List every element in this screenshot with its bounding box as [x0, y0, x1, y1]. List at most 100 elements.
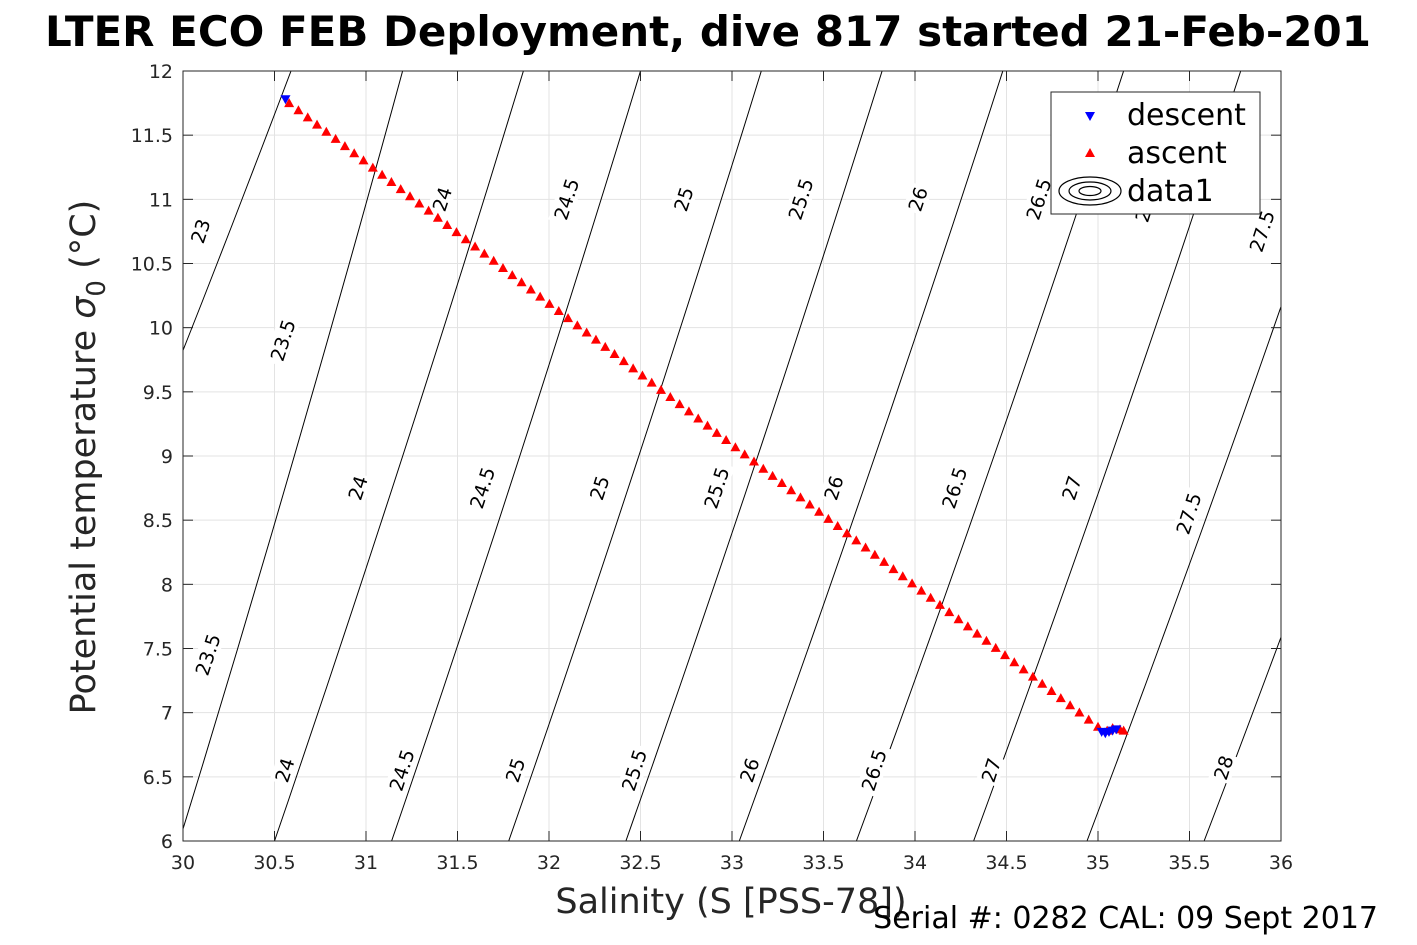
x-tick-label: 35 [1086, 852, 1110, 874]
contour-label: 26 [902, 182, 933, 216]
contour-label-bg [936, 460, 973, 515]
ascent-point [674, 399, 685, 409]
contour-label-bg [383, 742, 420, 798]
x-axis-title: Salinity (S [PSS-78]) [555, 882, 906, 922]
ascent-point [460, 234, 471, 244]
contour-label-bg [1170, 486, 1207, 541]
x-tick-label: 34 [903, 852, 927, 874]
ascent-point [721, 435, 732, 445]
ascent-point [600, 341, 611, 351]
contour-label-text: 24.5 [466, 465, 500, 512]
ascent-point [544, 298, 555, 308]
ascent-point [442, 219, 453, 229]
contour-label: 23.5 [264, 313, 301, 368]
x-tick-label: 32.5 [619, 852, 661, 874]
ascent-point [572, 320, 583, 330]
ascent-point [1037, 678, 1048, 688]
ascent-point [358, 155, 369, 165]
ascent-point [665, 392, 676, 402]
ascent-point [553, 305, 564, 315]
x-tick-label: 35.5 [1168, 852, 1210, 874]
ascent-point [302, 112, 313, 122]
contour-label-bg [1056, 471, 1087, 505]
contour-label: 27 [976, 753, 1006, 787]
ascent-point [581, 327, 592, 337]
ascent-point [386, 176, 397, 186]
descent-point [280, 95, 291, 105]
contour-label-text: 26.5 [938, 465, 972, 512]
contour-label-bg [782, 171, 819, 227]
ascent-point [1065, 700, 1076, 710]
contour-label-text: 25.5 [700, 465, 734, 512]
ascent-point [879, 556, 890, 566]
y-tick-label: 9.5 [143, 382, 173, 404]
contour-label: 25 [500, 753, 530, 787]
ascent-point [637, 370, 648, 380]
ascent-point [758, 463, 769, 473]
contour-label-bg [818, 471, 849, 505]
ascent-point [405, 191, 416, 201]
ascent-point [814, 506, 825, 516]
x-tick-label: 31 [354, 852, 378, 874]
ascent-point [432, 212, 443, 222]
ascent-point [1009, 657, 1020, 667]
y-axis-title-subscript: 0 [82, 280, 112, 297]
y-axis-title-symbol: σ [64, 295, 104, 319]
tick-labels: 30 30.5 31 31.5 32 32.5 33 33.5 34 34.5 35 35.5 36 6 6… [131, 61, 1293, 874]
density-contour-24 [274, 71, 524, 841]
ascent-point [767, 470, 778, 480]
contour-label: 26.5 [936, 460, 973, 515]
ascent-point [795, 492, 806, 502]
contour-label-bg [185, 214, 216, 248]
ascent-point [312, 119, 323, 129]
x-tick-label: 30 [171, 852, 195, 874]
contour-label-bg [668, 182, 699, 216]
legend-marker-ascent [1085, 148, 1095, 157]
contour-label: 25.5 [698, 460, 735, 515]
ascent-point [851, 535, 862, 545]
ascent-point [934, 599, 945, 609]
density-contour-24.5 [391, 71, 641, 841]
ascent-point [293, 105, 304, 115]
ascent-point [869, 549, 880, 559]
ascent-point [1027, 671, 1038, 681]
x-tick-label: 34.5 [985, 852, 1027, 874]
contour-label-bg [734, 753, 765, 787]
ascent-point [479, 248, 490, 258]
ascent-point [1118, 725, 1129, 735]
contour-label-bg [902, 182, 933, 216]
contour-label-bg [615, 742, 653, 798]
ascent-point [888, 564, 899, 574]
ascent-point [944, 607, 955, 617]
ascent-point [1000, 650, 1011, 660]
ascent-point [395, 184, 406, 194]
contour-label-bg [189, 627, 226, 682]
contour-label-text: 26.5 [858, 747, 892, 794]
ascent-point [739, 449, 750, 459]
x-tick-label: 31.5 [436, 852, 478, 874]
ascent-point [321, 126, 332, 136]
y-tick-label: 6 [161, 831, 173, 853]
contour-label: 25 [668, 182, 699, 216]
ascent-point [488, 255, 499, 265]
contour-label-bg [855, 742, 892, 798]
contour-label: 23.5 [189, 627, 226, 682]
ascent-point [414, 198, 425, 208]
density-contour-25.5 [625, 71, 883, 841]
ascent-point [470, 241, 481, 251]
contour-label-bg [548, 171, 585, 227]
y-tick-label: 6.5 [143, 767, 173, 789]
ascent-point [683, 406, 694, 416]
descent-legend-glyph [1085, 112, 1095, 121]
ascent-point [646, 377, 657, 387]
legend-label-descent: descent [1127, 98, 1246, 133]
ascent-point [693, 413, 704, 423]
contour-label: 27.5 [1170, 486, 1207, 541]
ascent-point [776, 478, 787, 488]
ascent-point [925, 592, 936, 602]
ascent-point [628, 363, 639, 373]
contour-label-text: 25.5 [618, 747, 652, 794]
ascent-point [423, 205, 434, 215]
y-axis-title: Potential temperature σ0 (°C) [64, 200, 112, 715]
x-tick-label: 33 [720, 852, 744, 874]
